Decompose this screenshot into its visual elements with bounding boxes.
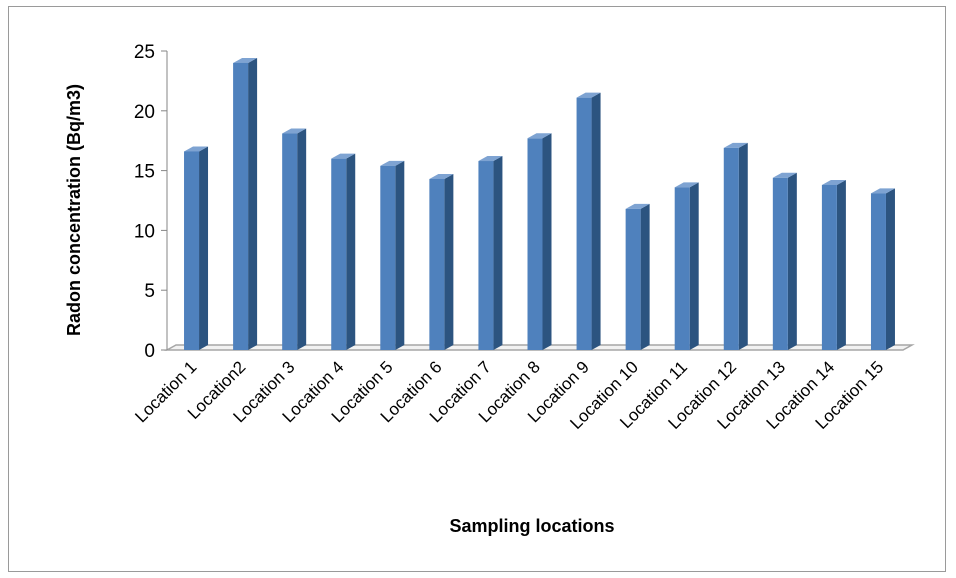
bar bbox=[184, 146, 209, 350]
bar-front bbox=[576, 97, 592, 350]
bar-front bbox=[478, 161, 494, 350]
y-tick-label: 10 bbox=[134, 221, 155, 242]
y-tick-label: 25 bbox=[134, 42, 155, 63]
bar bbox=[625, 203, 650, 350]
bar-top bbox=[233, 57, 258, 63]
y-tick-label: 20 bbox=[134, 102, 155, 123]
bar-side bbox=[787, 172, 797, 350]
y-axis-title: Radon concentration (Bq/m3) bbox=[64, 84, 84, 336]
bar-side bbox=[885, 188, 895, 350]
bar bbox=[233, 57, 258, 351]
bar bbox=[527, 133, 552, 350]
bar-front bbox=[674, 187, 690, 350]
bar-top bbox=[282, 128, 307, 134]
bar-front bbox=[282, 133, 298, 350]
bar-series bbox=[184, 57, 895, 351]
bar-front bbox=[527, 138, 543, 350]
bar-front bbox=[429, 178, 445, 350]
bar-side bbox=[836, 179, 846, 350]
bar-front bbox=[723, 147, 739, 350]
y-tick-label: 5 bbox=[144, 281, 155, 302]
bar-front bbox=[184, 151, 200, 350]
bar-side bbox=[591, 92, 601, 351]
bar bbox=[478, 156, 503, 350]
bar bbox=[380, 160, 405, 350]
bar bbox=[282, 128, 307, 350]
bar-side bbox=[542, 133, 552, 350]
bar-side bbox=[199, 146, 209, 350]
bar-side bbox=[640, 203, 650, 350]
bar bbox=[821, 179, 846, 350]
bar-top bbox=[184, 146, 209, 152]
bar bbox=[870, 188, 895, 350]
bar-top bbox=[723, 142, 748, 148]
bar-side bbox=[689, 182, 699, 350]
bar-top bbox=[821, 179, 846, 185]
bar-top bbox=[674, 182, 699, 188]
bar bbox=[772, 172, 797, 350]
y-tick-label: 15 bbox=[134, 162, 155, 183]
bar-side bbox=[738, 142, 748, 350]
bar-top bbox=[478, 156, 503, 162]
bar-top bbox=[527, 133, 552, 139]
bar-front bbox=[380, 165, 396, 350]
bar-top bbox=[429, 173, 454, 179]
bar-front bbox=[870, 193, 886, 350]
bar-front bbox=[331, 158, 347, 350]
y-tick-label: 0 bbox=[144, 341, 155, 362]
bar-top bbox=[870, 188, 895, 194]
bar-side bbox=[248, 57, 258, 351]
bar bbox=[723, 142, 748, 350]
bar-side bbox=[444, 173, 454, 350]
bar bbox=[674, 182, 699, 350]
bar-side bbox=[346, 153, 356, 350]
bar-top bbox=[576, 92, 601, 98]
bar-top bbox=[772, 172, 797, 178]
bar bbox=[331, 153, 356, 350]
value-axis: 0 5 10 15 20 25 bbox=[134, 42, 168, 362]
bar-front bbox=[821, 184, 837, 350]
bar-side bbox=[297, 128, 307, 350]
bar-side bbox=[493, 156, 503, 350]
bar-top bbox=[380, 160, 405, 166]
x-axis-title: Sampling locations bbox=[449, 516, 614, 536]
bar-front bbox=[233, 62, 249, 351]
bar-side bbox=[395, 160, 405, 350]
bar-top bbox=[625, 203, 650, 209]
bar bbox=[429, 173, 454, 350]
bar-front bbox=[625, 208, 641, 350]
bar bbox=[576, 92, 601, 351]
bar-front bbox=[772, 177, 788, 350]
bar-top bbox=[331, 153, 356, 159]
